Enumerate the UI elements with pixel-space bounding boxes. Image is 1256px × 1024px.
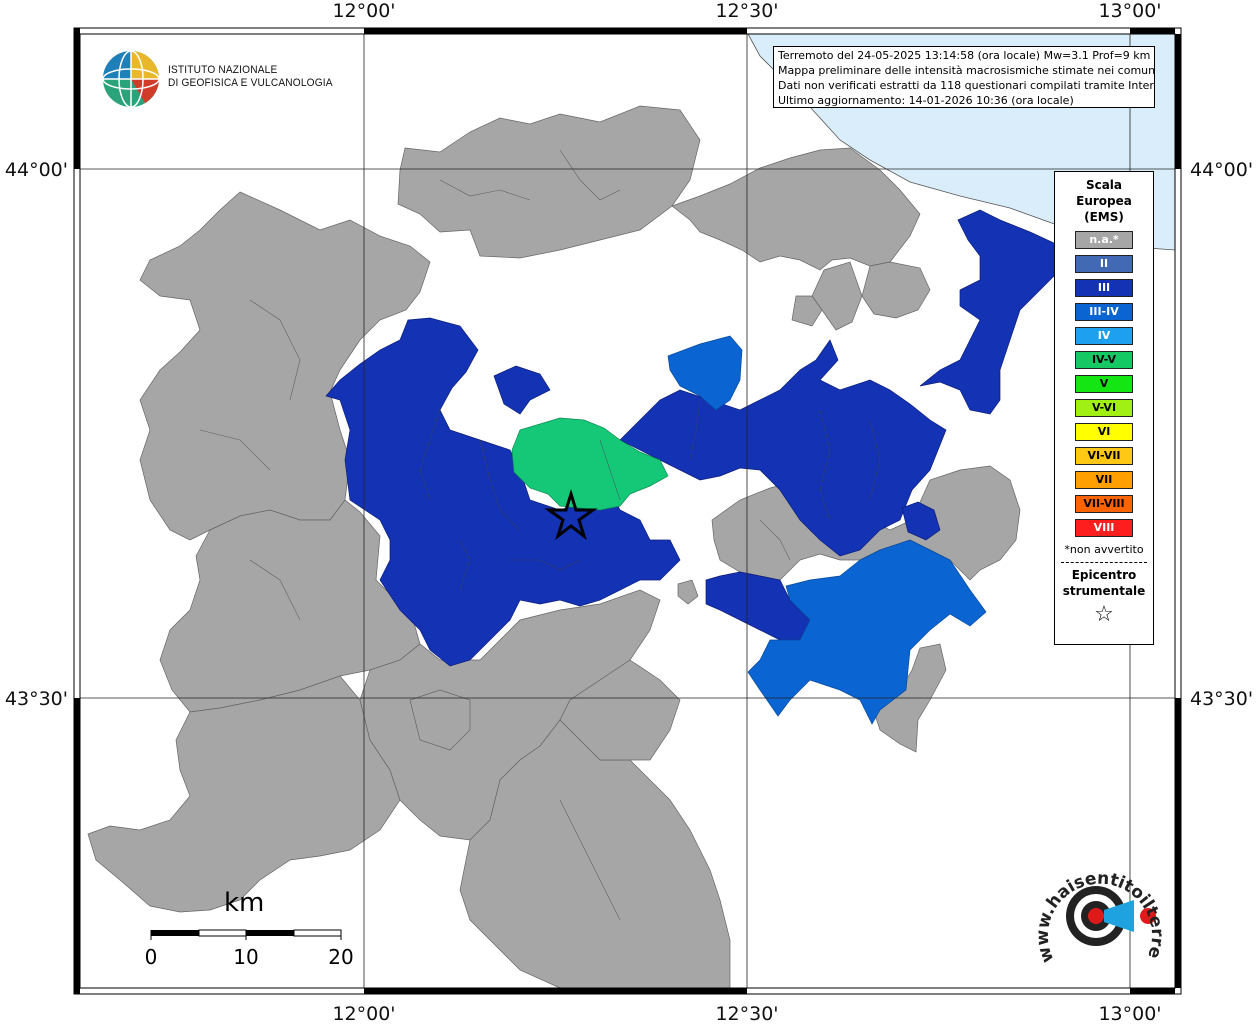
lon-label-bottom-1: 12°00' <box>332 1003 395 1024</box>
legend-item-8: VI <box>1075 423 1133 441</box>
lon-label-bottom-3: 13°00' <box>1098 1003 1161 1024</box>
legend-items: n.a.* II III III-IV IV IV-V V V-VI VI VI-VII VII VI… <box>1055 231 1153 537</box>
ems-legend: Scala Europea (EMS) n.a.* II III III-IV IV IV… <box>1054 171 1154 645</box>
lon-label-bottom-2: 12°30' <box>715 1003 778 1024</box>
epicenter-star-icon <box>544 488 598 541</box>
legend-title-line-1: Scala <box>1085 178 1123 192</box>
scale-bar: 0 10 20 <box>145 929 354 969</box>
legend-title: Scala Europea (EMS) <box>1055 177 1153 225</box>
legend-epicenter-line-1: Epicentro <box>1071 568 1137 582</box>
event-info-line-4: Ultimo aggiornamento: 14-01-2026 10:36 (… <box>778 94 1074 107</box>
lon-label-top-1: 12°00' <box>332 0 395 22</box>
legend-item-0: n.a.* <box>1075 231 1133 249</box>
lat-label-left-2: 43°30' <box>5 688 68 710</box>
lat-label-right-1: 44°00' <box>1190 159 1253 181</box>
legend-separator <box>1061 562 1147 563</box>
event-info-line-1: Terremoto del 24-05-2025 13:14:58 (ora l… <box>778 49 1151 62</box>
ingv-logo-line-2: DI GEOFISICA E VULCANOLOGIA <box>168 77 333 89</box>
map-frame <box>73 27 1182 995</box>
legend-title-line-3: (EMS) <box>1084 210 1124 224</box>
scale-unit-label: km <box>224 888 265 918</box>
ingv-logo-line-1: ISTITUTO NAZIONALE <box>168 64 278 76</box>
scale-tick-20: 20 <box>328 945 353 969</box>
scale-tick-10: 10 <box>233 945 258 969</box>
intensity-IV-V-region <box>511 417 669 511</box>
legend-epicenter-line-2: strumentale <box>1062 584 1146 598</box>
lon-label-top-2: 12°30' <box>715 0 778 22</box>
lon-label-top-3: 13°00' <box>1098 0 1161 22</box>
lat-label-right-2: 43°30' <box>1190 688 1253 710</box>
event-info-line-3: Dati non verificati estratti da 118 ques… <box>778 79 1155 92</box>
haisentito-logo: www.haisentitoilterremoto.it <box>1034 860 1164 965</box>
municipal-borders <box>199 149 881 921</box>
scale-tick-0: 0 <box>145 945 158 969</box>
legend-title-line-2: Europea <box>1076 194 1132 208</box>
legend-item-10: VII <box>1075 471 1133 489</box>
legend-item-5: IV-V <box>1075 351 1133 369</box>
legend-item-1: II <box>1075 255 1133 273</box>
legend-item-11: VII-VIII <box>1075 495 1133 513</box>
legend-item-6: V <box>1075 375 1133 393</box>
legend-note: *non avvertito <box>1064 543 1144 556</box>
event-info-box: Terremoto del 24-05-2025 13:14:58 (ora l… <box>773 46 1155 108</box>
intensity-III-IV-regions <box>667 335 987 725</box>
ingv-logo-text: ISTITUTO NAZIONALE DI GEOFISICA E VULCAN… <box>168 64 333 90</box>
legend-item-7: V-VI <box>1075 399 1133 417</box>
ingv-globe-logo <box>102 50 160 108</box>
legend-item-3: III-IV <box>1075 303 1133 321</box>
intensity-III-regions <box>325 209 1061 667</box>
graticule <box>80 34 1175 988</box>
event-info-line-2: Mappa preliminare delle intensità macros… <box>778 64 1155 77</box>
legend-item-12: VIII <box>1075 519 1133 537</box>
legend-item-9: VI-VII <box>1075 447 1133 465</box>
legend-item-4: IV <box>1075 327 1133 345</box>
legend-epicenter-label: Epicentro strumentale <box>1055 567 1153 599</box>
legend-item-2: III <box>1075 279 1133 297</box>
legend-star-icon: ☆ <box>1094 602 1114 627</box>
lat-label-left-1: 44°00' <box>5 159 68 181</box>
